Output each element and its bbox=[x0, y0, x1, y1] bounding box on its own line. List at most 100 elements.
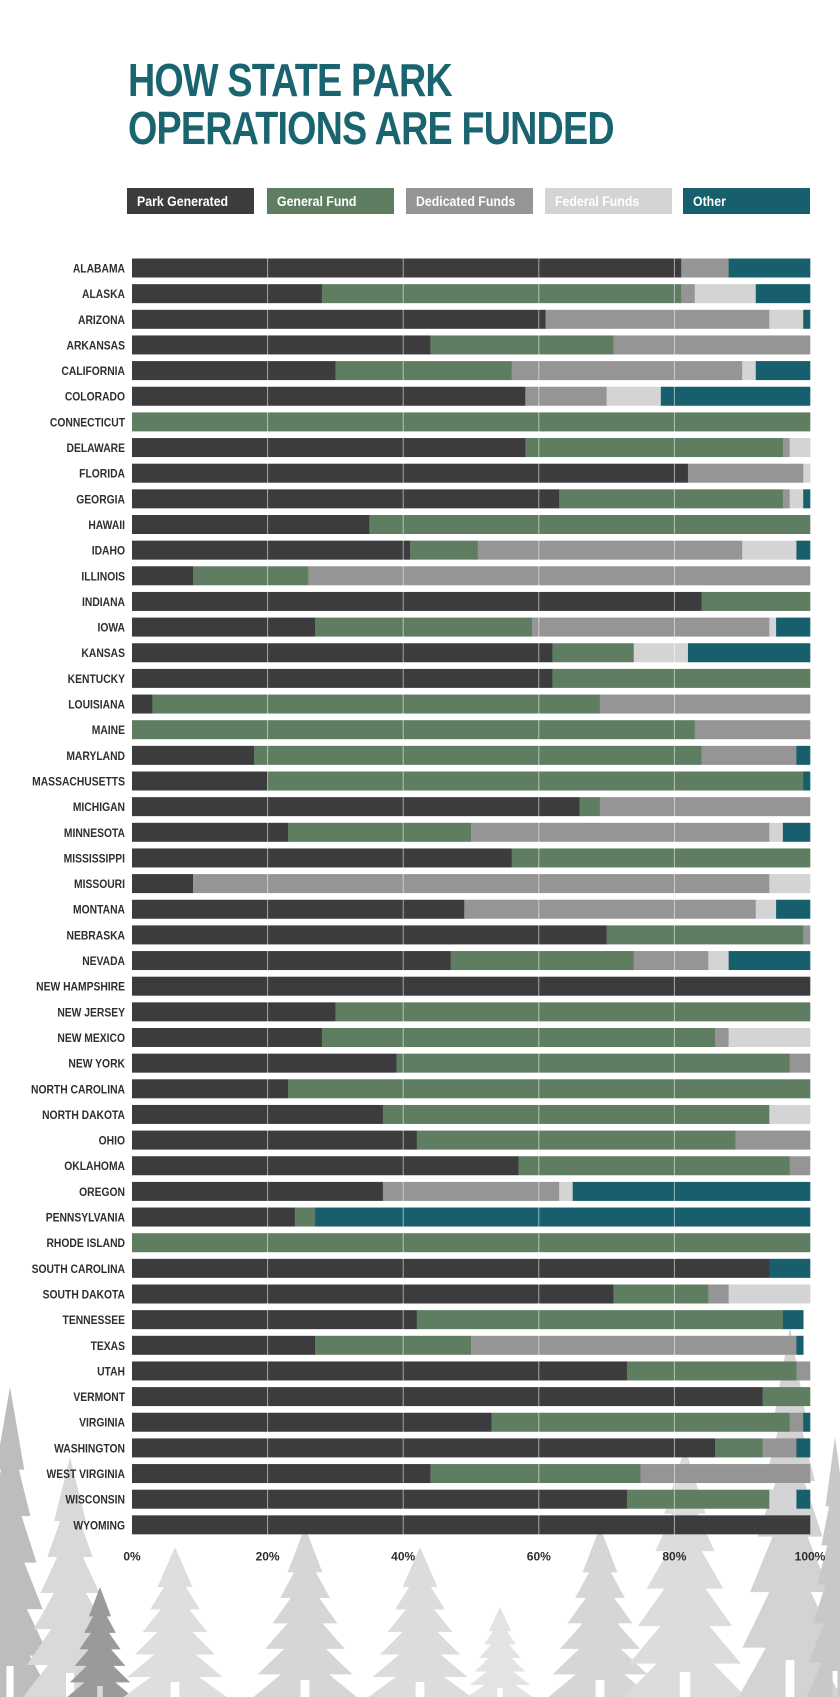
category-label: ARIZONA bbox=[78, 314, 125, 327]
legend-item-park-generated: Park Generated bbox=[127, 188, 254, 214]
bar-row: NEVADA bbox=[82, 951, 811, 971]
bar-segment bbox=[511, 848, 811, 868]
bar-segment bbox=[755, 899, 777, 919]
bar-segment bbox=[599, 694, 811, 714]
x-tick-label: 80% bbox=[662, 1549, 686, 1563]
bar-segment bbox=[132, 258, 682, 278]
bar-segment bbox=[796, 1361, 811, 1381]
x-tick-label: 60% bbox=[527, 1549, 551, 1563]
bar-segment bbox=[132, 1181, 384, 1201]
category-label: MONTANA bbox=[73, 904, 125, 917]
bar-segment bbox=[782, 438, 790, 458]
page-title: HOW STATE PARK OPERATIONS ARE FUNDED bbox=[128, 54, 615, 152]
bar-row: ALASKA bbox=[82, 284, 811, 304]
category-label: COLORADO bbox=[65, 391, 125, 404]
bar-segment bbox=[132, 489, 560, 509]
bar-row: NEW YORK bbox=[68, 1053, 811, 1073]
bar-segment bbox=[193, 874, 770, 894]
category-label: MARYLAND bbox=[66, 750, 125, 763]
bar-row: MARYLAND bbox=[66, 745, 811, 765]
bar-segment bbox=[132, 1207, 296, 1227]
bar-segment bbox=[321, 1028, 716, 1047]
bar-segment bbox=[409, 540, 479, 560]
legend-item-general-fund: General Fund bbox=[267, 188, 394, 214]
bar-segment bbox=[132, 1053, 397, 1073]
bar-segment bbox=[518, 1156, 790, 1176]
bar-segment bbox=[782, 1310, 804, 1330]
bar-segment bbox=[132, 1335, 316, 1355]
bar-segment bbox=[132, 745, 255, 765]
bar-segment bbox=[715, 1438, 763, 1458]
category-label: VERMONT bbox=[73, 1391, 125, 1404]
bar-segment bbox=[132, 848, 512, 868]
category-label: WISCONSIN bbox=[65, 1494, 125, 1507]
bar-row: PENNSYLVANIA bbox=[46, 1207, 811, 1227]
bar-row: ARKANSAS bbox=[67, 335, 811, 355]
bar-row: MISSISSIPPI bbox=[64, 848, 811, 868]
category-label: MISSOURI bbox=[74, 878, 125, 891]
bar-row: VERMONT bbox=[73, 1387, 811, 1407]
bar-row: SOUTH DAKOTA bbox=[43, 1284, 811, 1304]
tree-silhouette bbox=[123, 1547, 227, 1697]
bar-segment bbox=[545, 309, 770, 329]
category-label: NEW JERSEY bbox=[57, 1007, 125, 1020]
category-label: DELAWARE bbox=[67, 442, 126, 455]
bar-segment bbox=[132, 438, 526, 458]
bar-segment bbox=[321, 284, 682, 304]
category-label: OREGON bbox=[79, 1186, 125, 1199]
tree-silhouette bbox=[624, 1447, 746, 1697]
bar-segment bbox=[782, 822, 811, 842]
category-label: ALABAMA bbox=[73, 263, 125, 276]
category-label: LOUISIANA bbox=[68, 699, 125, 712]
bar-segment bbox=[789, 438, 811, 458]
tree-silhouette bbox=[0, 1387, 53, 1697]
bar-segment bbox=[715, 1028, 729, 1047]
bar-row: NEW HAMPSHIRE bbox=[36, 976, 811, 996]
bar-segment bbox=[796, 745, 811, 765]
bar-row: NORTH CAROLINA bbox=[31, 1079, 811, 1099]
category-label: WYOMING bbox=[73, 1520, 125, 1533]
tree-silhouette bbox=[67, 1587, 133, 1697]
bar-segment bbox=[633, 643, 689, 663]
bar-segment bbox=[132, 386, 526, 406]
bar-row: KENTUCKY bbox=[68, 668, 811, 688]
bar-segment bbox=[477, 540, 743, 560]
bar-segment bbox=[132, 668, 553, 688]
bar-segment bbox=[132, 1156, 519, 1176]
bar-segment bbox=[769, 822, 784, 842]
category-label: SOUTH DAKOTA bbox=[43, 1289, 125, 1302]
category-label: HAWAII bbox=[88, 519, 125, 532]
category-label: NORTH CAROLINA bbox=[31, 1084, 125, 1097]
bar-row: ILLINOIS bbox=[81, 566, 811, 586]
bar-segment bbox=[464, 899, 757, 919]
bar-segment bbox=[132, 797, 580, 817]
bar-segment bbox=[132, 1104, 384, 1124]
bar-segment bbox=[559, 489, 784, 509]
title-line-1: HOW STATE PARK bbox=[128, 54, 453, 106]
category-label: OHIO bbox=[99, 1135, 126, 1148]
bar-row: COLORADO bbox=[65, 386, 811, 406]
bar-row: OKLAHOMA bbox=[64, 1156, 811, 1176]
bar-segment bbox=[769, 1258, 811, 1278]
bar-segment bbox=[132, 361, 336, 381]
bar-segment bbox=[633, 951, 709, 971]
bar-segment bbox=[789, 1053, 811, 1073]
bar-segment bbox=[769, 617, 777, 637]
bar-segment bbox=[694, 284, 757, 304]
bar-segment bbox=[430, 335, 614, 355]
bar-segment bbox=[132, 1310, 418, 1330]
category-label: FLORIDA bbox=[79, 468, 125, 481]
bar-segment bbox=[382, 1181, 560, 1201]
bar-segment bbox=[708, 1284, 729, 1304]
bar-row: VIRGINIA bbox=[79, 1412, 811, 1432]
bar-row: LOUISIANA bbox=[68, 694, 811, 714]
bar-segment bbox=[267, 771, 804, 791]
bar-row: ARIZONA bbox=[78, 309, 811, 329]
bar-row: UTAH bbox=[97, 1361, 811, 1381]
category-label: SOUTH CAROLINA bbox=[32, 1263, 125, 1276]
category-label: MICHIGAN bbox=[73, 801, 125, 814]
bar-segment bbox=[471, 822, 770, 842]
bar-segment bbox=[613, 335, 811, 355]
